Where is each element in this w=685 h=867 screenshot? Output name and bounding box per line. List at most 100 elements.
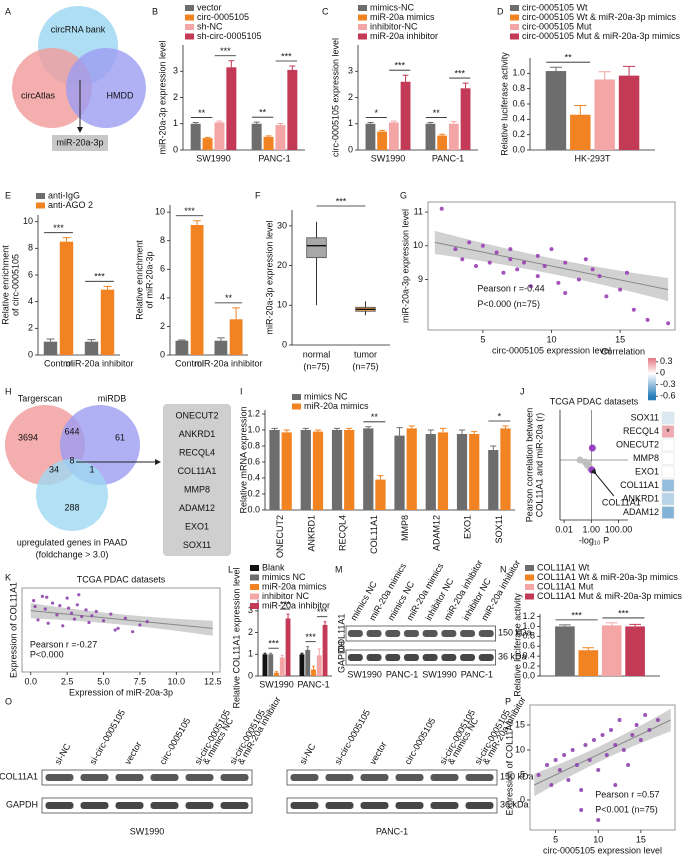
blot-frame	[286, 797, 498, 814]
blot-band	[422, 654, 438, 661]
point	[131, 630, 135, 634]
colorbar-step	[648, 376, 656, 380]
point	[55, 613, 59, 617]
y-tick-label: 1.0	[522, 621, 535, 631]
error-bar	[302, 427, 309, 430]
legend-swatch	[525, 584, 534, 590]
y-axis-label: miR-20a-3p expression level	[264, 220, 274, 334]
legend-label: mimics NC	[262, 572, 306, 582]
x-tick-label: SOX11	[494, 515, 504, 543]
error-bar	[271, 427, 278, 430]
y-axis-label: of miR-20a-3p	[144, 251, 154, 308]
significance-label: **	[371, 412, 379, 422]
colorbar-step	[648, 389, 656, 392]
error-bar	[439, 133, 446, 136]
annotation: P<0.001 (n=75)	[595, 804, 658, 814]
y-tick-label: 0	[248, 670, 253, 680]
lane-label: circ-0005105	[403, 716, 438, 766]
panel-label: B	[152, 6, 158, 16]
error-bar	[269, 652, 273, 655]
y-tick-label: 10	[23, 216, 33, 226]
point	[626, 763, 631, 767]
significance-label: **	[565, 53, 573, 63]
y-tick-label: 0.6	[522, 641, 535, 651]
y-axis-label: miR-20a-3p expression level	[157, 40, 167, 154]
colorbar-step	[648, 397, 656, 401]
point	[542, 264, 547, 268]
panel-label: L	[228, 564, 233, 574]
error-bar	[216, 120, 223, 123]
point	[634, 723, 639, 727]
colorbar-step	[648, 362, 656, 365]
venn-label: circAtlas	[21, 90, 56, 100]
blot-band	[80, 802, 109, 809]
x-tick-label: 5.0	[97, 676, 110, 686]
colorbar-label: 0.3	[660, 356, 673, 366]
point	[579, 788, 584, 792]
legend-swatch	[358, 5, 367, 11]
bar	[190, 225, 204, 355]
plot-frame	[529, 704, 676, 831]
point	[75, 603, 79, 607]
heatmap-label: SOX11	[631, 412, 659, 422]
bar	[394, 435, 405, 510]
y-tick-label: 8	[28, 243, 33, 253]
panel-label: D	[497, 6, 504, 16]
size-label: 150 kDa	[500, 771, 534, 781]
point	[596, 818, 601, 822]
bar	[488, 450, 499, 510]
error-bar	[408, 425, 415, 429]
blot-band	[115, 774, 144, 781]
box	[306, 237, 327, 259]
x-axis-label: circ-0005105 expression level	[543, 845, 662, 855]
error-bar	[323, 621, 327, 625]
point	[113, 628, 117, 632]
significance-label: ***	[184, 206, 195, 216]
error-bar	[622, 65, 636, 76]
colorbar-step	[648, 381, 656, 384]
legend-label: inhibitor NC	[262, 591, 310, 601]
legend-swatch	[36, 193, 45, 199]
error-bar	[471, 431, 478, 434]
annotation: Pearson r =-0.44	[477, 283, 544, 293]
error-bar	[377, 475, 384, 480]
point	[624, 270, 629, 275]
legend-label: sh-circ-0005105	[197, 31, 262, 41]
blot-band	[347, 630, 363, 637]
y-tick-label: 0.0	[512, 144, 525, 154]
significance-label: ***	[336, 196, 347, 206]
point	[574, 763, 579, 767]
panel-label: I	[240, 386, 243, 396]
venn-count: 3694	[18, 432, 38, 442]
x-tick-label: 5	[480, 334, 485, 344]
panel-label: P	[505, 696, 511, 706]
significance-label: ***	[220, 46, 231, 56]
blot-band	[430, 802, 459, 809]
fit-line	[434, 241, 669, 291]
heatmap-cell	[661, 506, 675, 519]
annotation: Pearson r =0.57	[595, 789, 659, 799]
point	[562, 753, 567, 757]
blot-band	[403, 630, 419, 637]
gene-name: MMP8	[184, 484, 210, 494]
point	[33, 604, 37, 609]
colorbar-step	[648, 387, 656, 390]
legend-label: COL11A1 Mut	[537, 581, 594, 591]
point	[566, 778, 571, 782]
bar	[299, 654, 305, 676]
bar	[437, 135, 448, 150]
y-tick-label: 6	[28, 269, 33, 279]
panel-label: E	[5, 190, 11, 200]
point	[621, 748, 626, 752]
blot-band	[465, 802, 494, 809]
legend-label: circ-0005105 Mut	[522, 21, 592, 31]
legend-label: miR-20a mimics	[262, 581, 327, 591]
point	[643, 713, 648, 717]
error-bar	[559, 624, 571, 627]
colorbar-step	[648, 393, 656, 397]
point	[460, 257, 465, 262]
x-tick-label: SW1990	[196, 153, 231, 163]
point	[522, 260, 527, 265]
y-tick-label: 4	[28, 296, 33, 306]
